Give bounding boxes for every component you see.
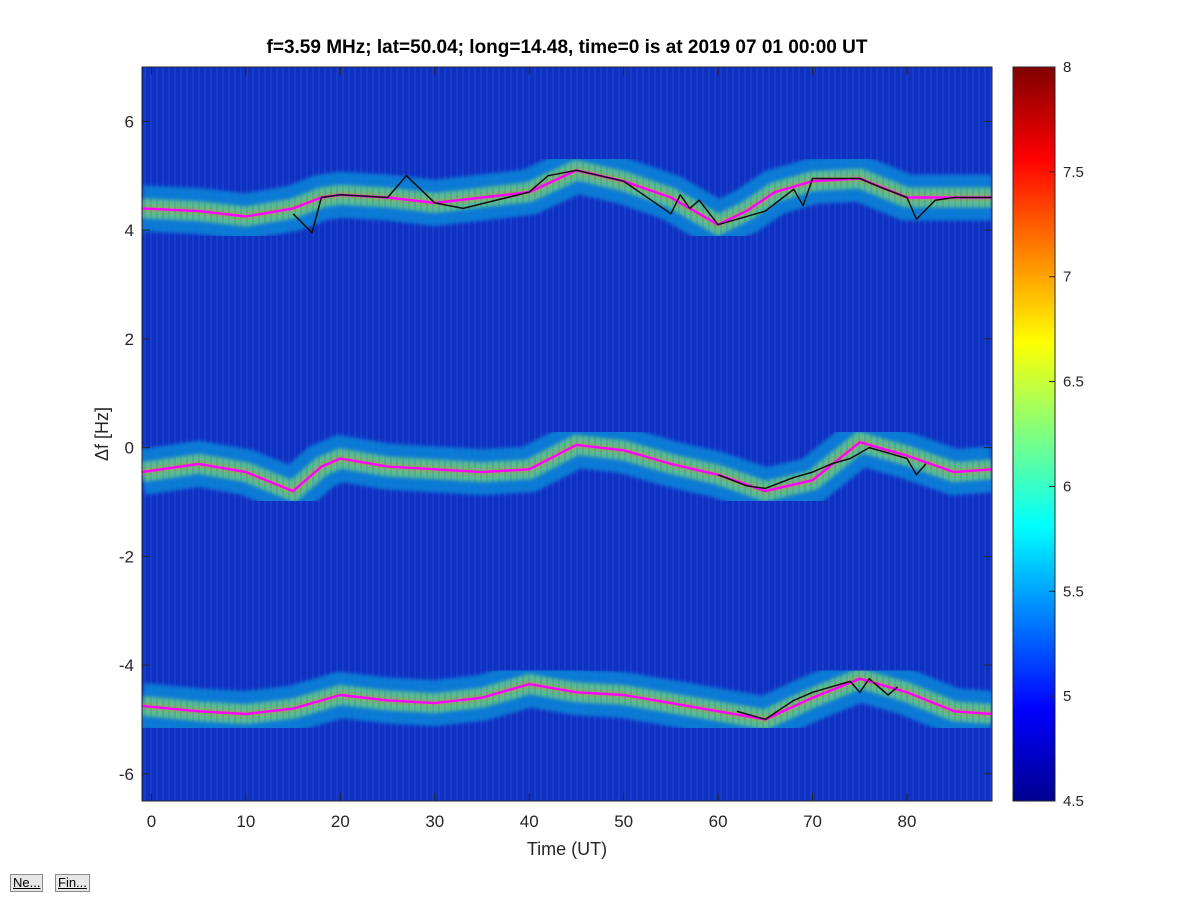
colorbar-tick-label: 7 bbox=[1063, 269, 1071, 286]
x-tick-label: 10 bbox=[236, 812, 255, 831]
x-axis-ticks: 0 10 20 30 40 50 60 70 80 bbox=[147, 67, 917, 831]
x-tick-label: 0 bbox=[147, 812, 156, 831]
colorbar-tick-label: 5 bbox=[1063, 688, 1071, 705]
x-tick-label: 60 bbox=[709, 812, 728, 831]
black-trace-4 bbox=[717, 446, 927, 490]
colorbar-tick-label: 5.5 bbox=[1063, 583, 1084, 600]
next-button[interactable]: Ne... bbox=[10, 874, 44, 892]
x-tick-label: 70 bbox=[803, 812, 822, 831]
trace-lines bbox=[142, 169, 992, 721]
chart-title: f=3.59 MHz; lat=50.04; long=14.48, time=… bbox=[267, 37, 868, 58]
plot-area bbox=[141, 66, 993, 802]
x-axis-label: Time (UT) bbox=[527, 839, 607, 859]
black-trace-3 bbox=[292, 169, 992, 234]
magenta-trace-2 bbox=[142, 677, 992, 721]
y-tick-label: 0 bbox=[125, 439, 134, 458]
colorbar-tick-label: 6.5 bbox=[1063, 374, 1084, 391]
colorbar: 4.5 5 5.5 6 6.5 7 7.5 8 bbox=[1012, 59, 1084, 810]
black-trace-5 bbox=[736, 677, 899, 721]
y-tick-label: -4 bbox=[119, 656, 134, 675]
y-tick-label: 4 bbox=[125, 221, 134, 240]
colorbar-tick-label: 8 bbox=[1063, 59, 1071, 76]
x-tick-label: 40 bbox=[520, 812, 539, 831]
figure: f=3.59 MHz; lat=50.04; long=14.48, time=… bbox=[92, 37, 1084, 859]
y-tick-label: -2 bbox=[119, 547, 134, 566]
y-axis-ticks: -6 -4 -2 0 2 4 6 bbox=[119, 112, 992, 784]
y-tick-label: 6 bbox=[125, 112, 134, 131]
y-tick-label: 2 bbox=[125, 330, 134, 349]
x-tick-label: 80 bbox=[898, 812, 917, 831]
colorbar-ticks: 4.5 5 5.5 6 6.5 7 7.5 8 bbox=[1049, 59, 1084, 810]
y-axis-label: Δf [Hz] bbox=[92, 407, 112, 461]
x-tick-label: 50 bbox=[614, 812, 633, 831]
plot-frame bbox=[141, 66, 993, 802]
y-tick-label: -6 bbox=[119, 765, 134, 784]
magenta-trace-1 bbox=[142, 441, 992, 493]
colorbar-tick-label: 4.5 bbox=[1063, 793, 1084, 810]
find-button[interactable]: Fin... bbox=[55, 874, 90, 892]
x-tick-label: 20 bbox=[331, 812, 350, 831]
colorbar-gradient bbox=[1012, 66, 1056, 802]
colorbar-tick-label: 7.5 bbox=[1063, 164, 1084, 181]
colorbar-tick-label: 6 bbox=[1063, 478, 1071, 495]
x-tick-label: 30 bbox=[425, 812, 444, 831]
